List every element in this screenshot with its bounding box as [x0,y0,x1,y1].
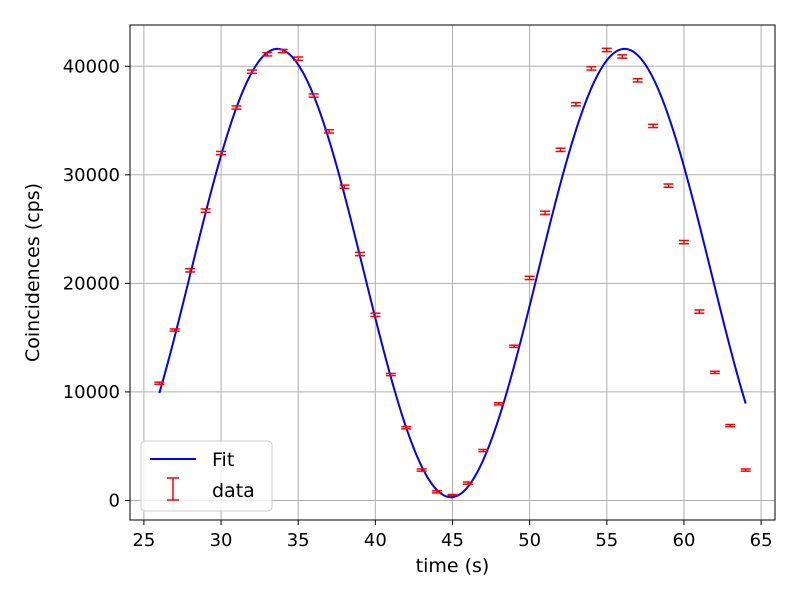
data-point [725,423,736,428]
x-tick-label: 30 [210,530,233,551]
legend: Fit data [140,440,273,512]
x-tick-label: 35 [287,530,310,551]
fit-line [158,47,747,499]
data-point [216,150,227,156]
data-point [601,47,612,53]
data-point [231,105,242,110]
fit-layer [158,47,747,499]
data-point [416,468,427,472]
data-point [277,48,288,54]
x-tick-label: 55 [595,530,618,551]
x-tick-label: 40 [364,530,387,551]
data-point [617,54,628,59]
data-point [339,184,350,190]
data-point [570,101,581,107]
x-tick-label: 60 [673,530,696,551]
data-point [169,328,180,332]
data-point [663,183,674,189]
data-point [694,309,705,314]
data-point [200,208,211,214]
data-point [293,56,304,62]
data-point [709,370,720,375]
data-point [447,493,458,497]
data-point [354,251,365,257]
x-tick-label: 50 [518,530,541,551]
data-point [401,425,412,430]
data-point [432,489,443,494]
data-point [246,69,257,75]
data-point [648,123,659,129]
data-point [632,77,643,83]
legend-data-label: data [212,480,255,502]
data-point [185,267,196,273]
x-tick-label: 25 [132,530,155,551]
data-point [509,344,520,349]
data-point [540,210,551,216]
data-point [493,402,504,406]
legend-data-swatch [167,477,179,501]
y-tick-label: 20000 [63,273,120,294]
data-layer [154,47,751,497]
grid [130,25,775,520]
data-point [678,239,689,245]
data-point [324,129,335,134]
x-tick-label: 45 [441,530,464,551]
y-axis-label: Coincidences (cps) [22,183,44,362]
data-point [586,66,597,71]
data-point [478,448,489,453]
legend-fit-label: Fit [212,449,234,471]
data-point [555,147,566,153]
x-axis-label: time (s) [416,555,490,577]
y-tick-label: 0 [109,490,120,511]
data-point [370,312,381,318]
x-tick-label: 65 [750,530,773,551]
data-point [262,51,273,57]
data-point [154,381,165,386]
y-tick-label: 40000 [63,56,120,77]
ticks: 25 30 35 40 45 50 55 60 65 0 10000 20000 30000 40000 [63,56,773,551]
data-point [462,481,473,485]
data-point [308,93,319,98]
data-point [385,372,396,377]
y-tick-label: 10000 [63,382,120,403]
y-tick-label: 30000 [63,165,120,186]
data-point [524,275,535,281]
data-point [740,468,751,472]
